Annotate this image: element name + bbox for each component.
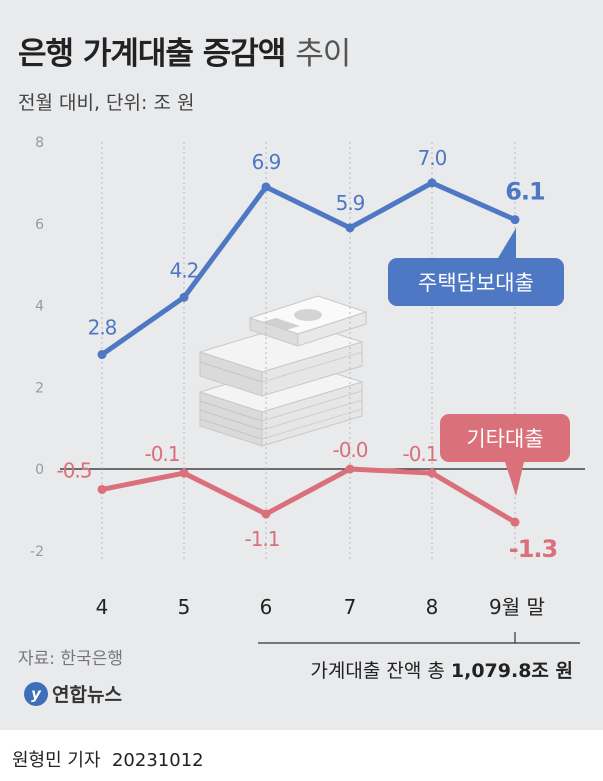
x-tick-label: 4	[96, 595, 109, 619]
data-point	[261, 182, 271, 192]
data-point	[345, 223, 355, 233]
y-tick-label: 2	[35, 380, 44, 396]
data-label: -1.3	[509, 535, 557, 563]
data-label: 6.9	[252, 150, 281, 174]
data-label: -1.1	[244, 527, 279, 551]
data-point	[97, 484, 107, 494]
credit-line: 원형민 기자 20231012	[12, 746, 204, 772]
data-point	[427, 178, 437, 188]
x-tick-label: 8	[426, 595, 439, 619]
legend-label-mortgage: 주택담보대출	[418, 271, 534, 295]
series-line-1	[99, 466, 518, 525]
chart-title: 은행 가계대출 증감액 추이	[18, 28, 351, 73]
data-label: 7.0	[418, 146, 447, 170]
balance-value: 1,079.8조 원	[450, 660, 573, 682]
data-label: 2.8	[88, 316, 117, 340]
chart-subtitle: 전월 대비, 단위: 조 원	[18, 92, 195, 114]
data-point	[510, 215, 520, 225]
balance-note: 가계대출 잔액 총 1,079.8조 원	[310, 656, 573, 683]
legend-pointer-other	[505, 462, 524, 496]
line-chart: 8 6 4 2 0 -2 4 5 6 7 8 9월 말 2.8 4.2 6.9 5.9 7.0 6.1 -0.5 -…	[30, 135, 585, 644]
y-tick-label: 0	[35, 462, 44, 478]
data-point	[179, 468, 189, 478]
x-tick-label: 9월 말	[489, 595, 545, 619]
data-point	[179, 292, 189, 302]
yonhap-logo: y 연합뉴스	[24, 680, 122, 707]
yonhap-logo-icon: y	[24, 681, 48, 706]
y-tick-label: 4	[35, 299, 44, 315]
data-label: -0.1	[144, 442, 179, 466]
credit-date: 20231012	[111, 750, 204, 771]
legend-box-other	[440, 414, 570, 462]
balance-prefix: 가계대출 잔액 총	[310, 660, 445, 682]
credit-name: 원형민 기자	[12, 750, 101, 771]
money-stack-icon	[198, 295, 368, 447]
y-tick-label: -2	[30, 544, 44, 560]
data-point	[97, 350, 107, 360]
logo-text: 연합뉴스	[52, 684, 122, 706]
data-label: 6.1	[505, 178, 545, 206]
data-label: 5.9	[336, 191, 365, 215]
data-point	[345, 464, 355, 474]
y-tick-label: 6	[35, 217, 44, 233]
series-line-0	[99, 180, 518, 358]
data-label: -0.0	[332, 438, 367, 462]
legend-label-other: 기타대출	[466, 427, 543, 451]
data-label: -0.5	[56, 458, 91, 482]
data-point	[261, 509, 271, 519]
data-label: 4.2	[170, 258, 199, 282]
data-label: -0.1	[402, 442, 437, 466]
title-main: 은행 가계대출 증감액	[18, 36, 286, 72]
x-tick-label: 7	[344, 595, 357, 619]
legend-pointer-mortgage	[498, 228, 516, 258]
x-tick-label: 6	[260, 595, 273, 619]
legend-box-mortgage	[388, 258, 564, 306]
data-point	[427, 468, 437, 478]
title-light: 추이	[295, 36, 351, 72]
x-tick-label: 5	[178, 595, 191, 619]
source-note: 자료: 한국은행	[18, 649, 123, 669]
data-point	[510, 517, 520, 527]
y-tick-label: 8	[35, 135, 44, 151]
